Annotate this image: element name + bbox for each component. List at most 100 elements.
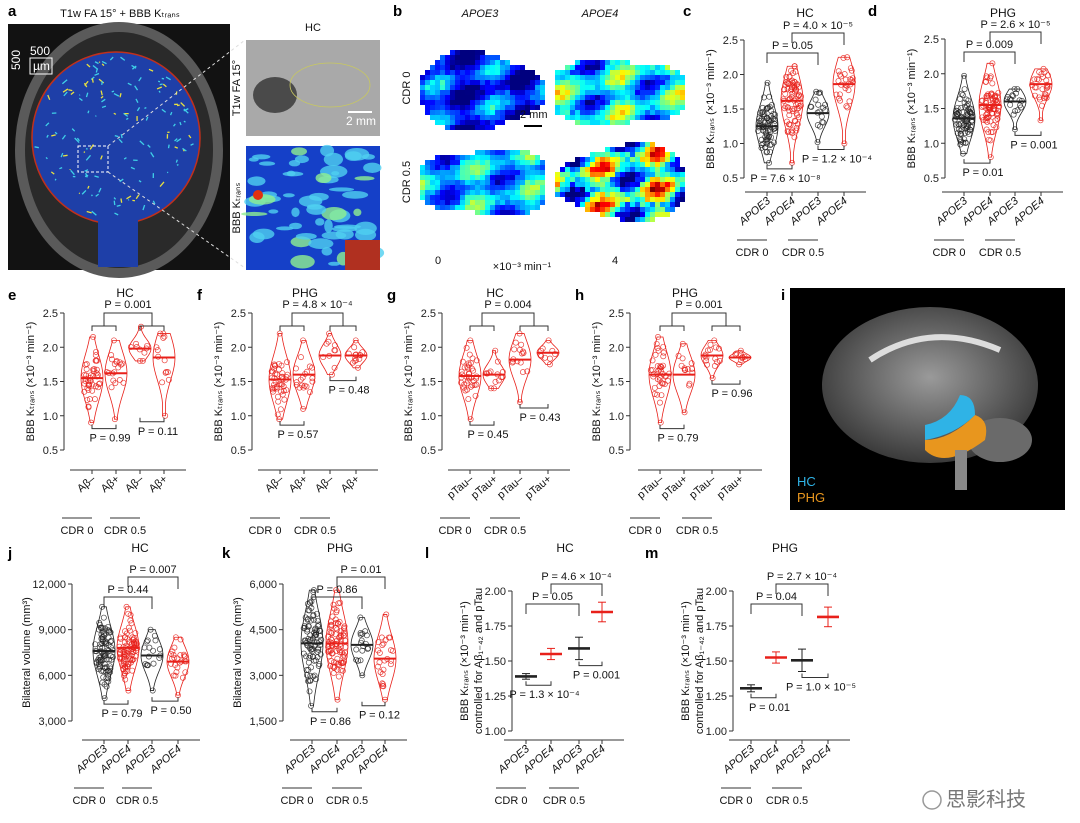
data-point [327, 629, 334, 636]
data-point [364, 646, 371, 652]
corpus-callosum [868, 334, 1002, 363]
violin-outline [292, 339, 316, 410]
hc-contour [289, 62, 371, 108]
p-value-label: P = 1.2 × 10⁻⁴ [802, 154, 873, 166]
data-point [311, 657, 318, 664]
data-point [547, 355, 553, 362]
p-value-label: P = 0.05 [772, 40, 813, 52]
p-bracket-bottom [750, 693, 777, 699]
data-point [782, 90, 789, 97]
data-point [91, 396, 98, 403]
ktrans-streak [136, 107, 141, 112]
y-tick-label: 0.5 [609, 445, 624, 457]
y-tick-label: 1.0 [43, 411, 58, 423]
data-point [104, 671, 111, 678]
ktrans-streak [86, 63, 91, 68]
data-point [793, 101, 800, 108]
data-point [984, 110, 991, 117]
y-tick-label: 0.5 [723, 173, 738, 185]
data-point [757, 109, 764, 116]
ktrans-streak [180, 102, 186, 107]
ktrans-streak [100, 95, 104, 99]
data-point [768, 141, 774, 148]
data-point [123, 603, 130, 610]
data-point [1014, 86, 1021, 92]
data-point [716, 357, 723, 364]
data-point [379, 680, 386, 687]
panel-h-chart: PHG 0.5 1.0 1.5 2.0 2.5 BBB Kₜᵣₐₙₛ (×10⁻³ min⁻… [591, 286, 762, 537]
data-point [304, 616, 311, 623]
data-point [127, 612, 134, 618]
data-point [128, 620, 135, 627]
y-axis-label: BBB Kₜᵣₐₙₛ (×10⁻³ min⁻¹) [680, 601, 692, 721]
data-point [275, 398, 282, 405]
data-point [357, 657, 364, 664]
data-point [270, 381, 277, 388]
data-point [984, 118, 991, 125]
chart-title: PHG [672, 286, 698, 300]
data-point [842, 85, 849, 92]
data-point [959, 109, 966, 116]
data-point [93, 348, 99, 355]
data-point [308, 664, 314, 671]
y-tick-label: 1.5 [231, 377, 246, 389]
data-point [334, 655, 341, 662]
data-point [766, 159, 773, 166]
data-point [979, 97, 986, 104]
data-point [306, 677, 313, 684]
ktrans-streak [126, 195, 132, 200]
p-value-label: P = 0.44 [107, 584, 148, 596]
data-point [517, 359, 524, 366]
ktrans-streak [138, 180, 142, 183]
data-point [968, 110, 975, 117]
p-bracket-group [469, 312, 549, 331]
ktrans-streak [134, 85, 139, 91]
data-point [340, 629, 347, 636]
data-point [770, 115, 777, 122]
data-point [545, 337, 552, 344]
p-bracket-bottom [519, 404, 549, 409]
data-point [308, 646, 315, 653]
y-tick-label: 2.0 [924, 69, 939, 81]
p-value-label: P = 0.01 [962, 167, 1003, 179]
data-point [794, 121, 801, 128]
ktrans-streak [120, 198, 123, 203]
data-point [983, 111, 990, 118]
data-point [160, 334, 167, 341]
data-point [733, 350, 740, 357]
data-point [300, 337, 306, 344]
y-axis-label: BBB Kₜᵣₐₙₛ (×10⁻³ min⁻¹) [403, 322, 415, 442]
ktrans-streak [70, 169, 75, 176]
data-point [764, 114, 771, 121]
scale-value: 500 [30, 44, 50, 58]
data-point [795, 114, 802, 121]
y-tick-label: 2.5 [421, 308, 436, 320]
data-point [156, 646, 163, 653]
y-tick-label: 1.0 [421, 411, 436, 423]
data-point [92, 357, 99, 364]
inset-top-label: T1w FA 15° [231, 60, 243, 116]
data-point [520, 350, 527, 356]
data-point [788, 86, 795, 92]
data-point [119, 360, 126, 367]
data-point [335, 620, 342, 627]
ktrans-streak [45, 156, 48, 160]
data-point [675, 352, 682, 359]
y-axis-label: BBB Kₜᵣₐₙₛ (×10⁻³ min⁻¹) [906, 49, 918, 169]
data-point [649, 357, 656, 364]
data-point [982, 98, 989, 105]
data-point [278, 388, 285, 395]
data-point [993, 124, 1000, 131]
data-point [817, 89, 823, 96]
y-tick-label: 2.00 [706, 586, 727, 598]
legend-phg: PHG [797, 490, 825, 505]
data-point [791, 63, 798, 70]
data-point [90, 334, 97, 340]
data-point [105, 678, 112, 685]
data-point [297, 376, 304, 383]
inset-scale-label: 2 mm [346, 114, 376, 128]
panel-letter-e: e [8, 287, 16, 304]
data-point [764, 79, 771, 86]
p-value-label: P = 0.86 [310, 716, 351, 728]
